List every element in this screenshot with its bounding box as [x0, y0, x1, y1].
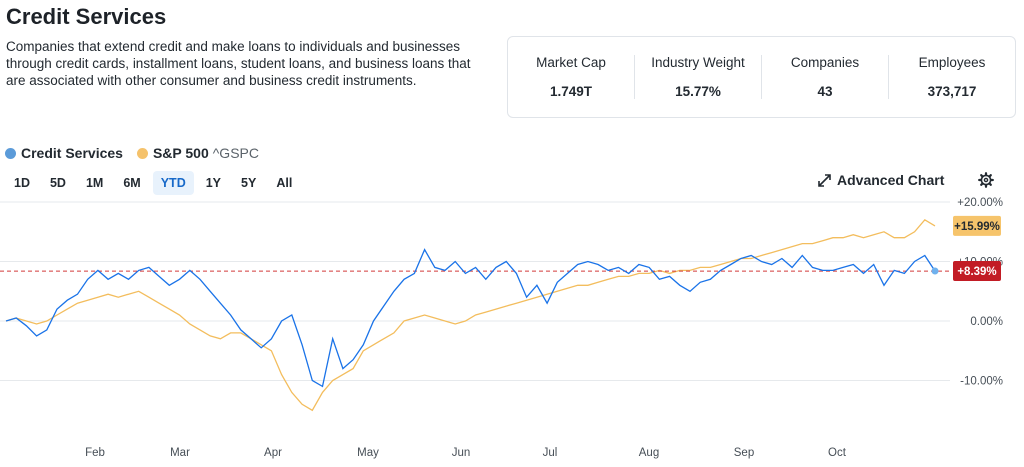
page-title: Credit Services: [6, 4, 167, 29]
x-tick-label: Feb: [85, 447, 105, 459]
range-ytd-button[interactable]: YTD: [152, 171, 194, 195]
x-tick-label: Aug: [639, 447, 659, 459]
series-line-sp500: [5, 218, 936, 412]
y-tick-label: -10.00%: [960, 376, 1003, 388]
chart-legend: Credit Services S&P 500 ^GSPC: [5, 145, 273, 161]
stat-market-cap: Market Cap 1.749T: [508, 55, 635, 99]
x-tick-label: Mar: [170, 447, 190, 459]
stat-value: 15.77%: [675, 84, 721, 99]
credit-services-last-badge: +8.39%: [957, 266, 996, 278]
legend-label: S&P 500: [152, 145, 209, 161]
range-1y-button[interactable]: 1Y: [205, 176, 222, 190]
range-1d-button[interactable]: 1D: [14, 176, 30, 190]
x-tick-label: Sep: [734, 447, 754, 459]
credit-services-last-badge-bg: [953, 261, 1001, 282]
x-tick-label: Apr: [264, 447, 282, 459]
stat-label: Companies: [790, 55, 860, 70]
series-line-credit-services: [5, 248, 936, 388]
sector-description: Companies that extend credit and make lo…: [6, 39, 471, 88]
x-tick-label: Jul: [543, 447, 558, 459]
performance-chart[interactable]: +20.00%+10.00%0.00%-10.00%FebMarAprMayJu…: [0, 190, 1024, 467]
advanced-chart-button[interactable]: Advanced Chart: [818, 172, 944, 188]
expand-arrows-icon: [818, 173, 831, 187]
range-selector: 1D 5D 1M 6M YTD 1Y 5Y All: [6, 171, 304, 195]
legend-item-credit-services[interactable]: Credit Services: [5, 145, 123, 161]
stat-value: 43: [817, 84, 833, 99]
range-6m-button[interactable]: 6M: [123, 176, 141, 190]
stats-panel: Market Cap 1.749T Industry Weight 15.77%…: [507, 36, 1016, 118]
stat-value: 1.749T: [549, 84, 593, 99]
series-dot-icon: [5, 147, 16, 159]
stat-label: Market Cap: [536, 55, 606, 70]
chart-settings-button[interactable]: [978, 172, 994, 193]
series-dot-icon: [136, 147, 148, 159]
stat-label: Industry Weight: [651, 55, 745, 70]
legend-item-sp500[interactable]: S&P 500 ^GSPC: [136, 145, 259, 161]
range-all-button[interactable]: All: [276, 176, 293, 190]
range-1m-button[interactable]: 1M: [85, 176, 104, 190]
x-tick-label: Oct: [828, 447, 847, 459]
last-point-marker: [931, 267, 939, 275]
range-5y-button[interactable]: 5Y: [241, 176, 257, 190]
y-tick-label: +20.00%: [957, 197, 1003, 209]
legend-label: Credit Services: [21, 145, 123, 161]
stat-label: Employees: [918, 55, 986, 70]
x-tick-label: Jun: [452, 447, 471, 459]
gear-icon: [978, 172, 994, 188]
advanced-chart-label: Advanced Chart: [837, 172, 945, 188]
y-tick-label: 0.00%: [970, 316, 1003, 328]
stat-value: 373,717: [927, 84, 977, 99]
stat-companies: Companies 43: [762, 55, 889, 99]
stat-industry-weight: Industry Weight 15.77%: [635, 55, 762, 99]
range-5d-button[interactable]: 5D: [49, 176, 66, 190]
x-tick-label: May: [357, 447, 379, 459]
legend-symbol: ^GSPC: [212, 145, 259, 161]
sp500-last-badge-bg: [953, 215, 1001, 236]
stat-employees: Employees 373,717: [889, 55, 1015, 99]
sp500-last-badge: +15.99%: [954, 221, 1000, 233]
